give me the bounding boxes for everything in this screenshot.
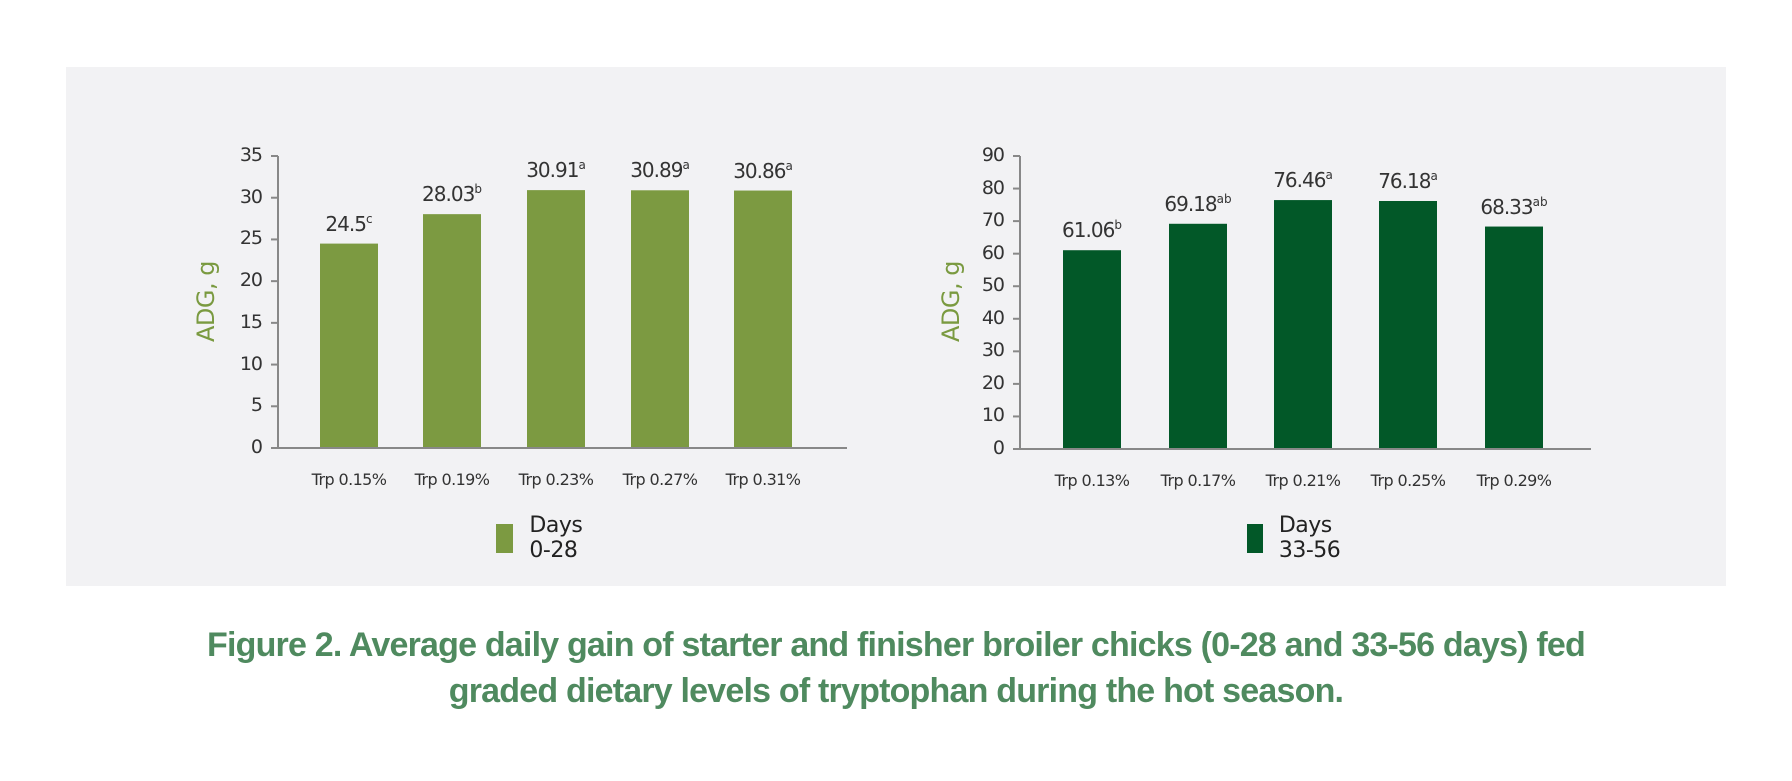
y-tick-label: 20 [239, 269, 263, 292]
y-tick-label: 80 [981, 176, 1005, 199]
bar [1274, 200, 1332, 449]
bar [1485, 226, 1543, 449]
y-tick-label: 60 [981, 241, 1005, 264]
bar-value-label: 76.46a [1273, 168, 1333, 193]
y-tick-label: 90 [981, 144, 1005, 166]
x-category-label: Trp 0.31% [725, 470, 801, 489]
significance-letter: c [365, 211, 373, 226]
y-tick-label: 10 [239, 352, 263, 375]
caption-line-2: graded dietary levels of tryptophan duri… [448, 672, 1344, 710]
significance-letter: a [682, 158, 690, 173]
bar-value-label: 30.89a [630, 158, 690, 183]
y-tick-label: 40 [981, 306, 1005, 329]
y-tick-label: 30 [239, 185, 263, 208]
bar-value-label: 76.18a [1378, 168, 1438, 193]
legend: Days 0-28 [496, 513, 594, 563]
significance-letter: a [578, 158, 586, 173]
bar-value-label: 61.06b [1062, 218, 1122, 243]
x-category-label: Trp 0.21% [1265, 471, 1341, 490]
bar-value-label: 30.91a [526, 158, 586, 183]
bar [734, 190, 792, 448]
y-tick-label: 15 [239, 310, 263, 333]
significance-letter: b [474, 182, 482, 197]
significance-letter: ab [1216, 191, 1232, 206]
y-tick-label: 35 [239, 144, 263, 166]
bar-value-label: 68.33ab [1480, 194, 1548, 219]
legend-label: Days 0-28 [529, 513, 583, 563]
caption-line-1: Figure 2. Average daily gain of starter … [206, 626, 1586, 664]
y-tick-label: 30 [981, 339, 1005, 362]
significance-letter: b [1114, 218, 1122, 233]
y-tick-label: 20 [981, 371, 1005, 394]
x-category-label: Trp 0.19% [414, 470, 490, 489]
bar [423, 214, 481, 448]
bar [1379, 200, 1437, 449]
figure-caption: Figure 2. Average daily gain of starter … [0, 622, 1792, 714]
y-tick-label: 0 [250, 436, 263, 458]
legend: Days 33-56 [1247, 513, 1345, 563]
y-tick-label: 70 [981, 209, 1005, 232]
y-tick-label: 10 [981, 404, 1005, 427]
bar-value-label: 30.86a [733, 158, 793, 183]
bar-value-label: 24.5c [325, 211, 373, 236]
bar [527, 190, 585, 448]
x-category-label: Trp 0.17% [1160, 471, 1236, 490]
significance-letter: a [785, 158, 793, 173]
significance-letter: a [1325, 168, 1333, 183]
y-axis-title: ADG, g [937, 261, 965, 342]
legend-swatch [496, 523, 514, 553]
y-tick-label: 0 [992, 437, 1005, 459]
bar [631, 190, 689, 449]
x-category-label: Trp 0.13% [1054, 471, 1130, 490]
y-tick-label: 5 [250, 394, 263, 417]
bar [320, 243, 378, 448]
x-category-label: Trp 0.23% [518, 470, 594, 489]
bar-value-label: 69.18ab [1164, 191, 1232, 216]
x-category-label: Trp 0.15% [311, 470, 387, 489]
x-category-label: Trp 0.29% [1476, 471, 1552, 490]
bar [1063, 250, 1121, 449]
x-category-label: Trp 0.27% [622, 470, 698, 489]
x-category-label: Trp 0.25% [1370, 471, 1446, 490]
significance-letter: a [1430, 168, 1438, 183]
bar [1169, 223, 1227, 449]
y-tick-label: 25 [239, 227, 263, 250]
y-tick-label: 50 [981, 274, 1005, 297]
legend-swatch [1247, 523, 1263, 553]
bar-value-label: 28.03b [422, 182, 482, 207]
significance-letter: ab [1532, 194, 1548, 209]
legend-label: Days 33-56 [1278, 513, 1341, 563]
